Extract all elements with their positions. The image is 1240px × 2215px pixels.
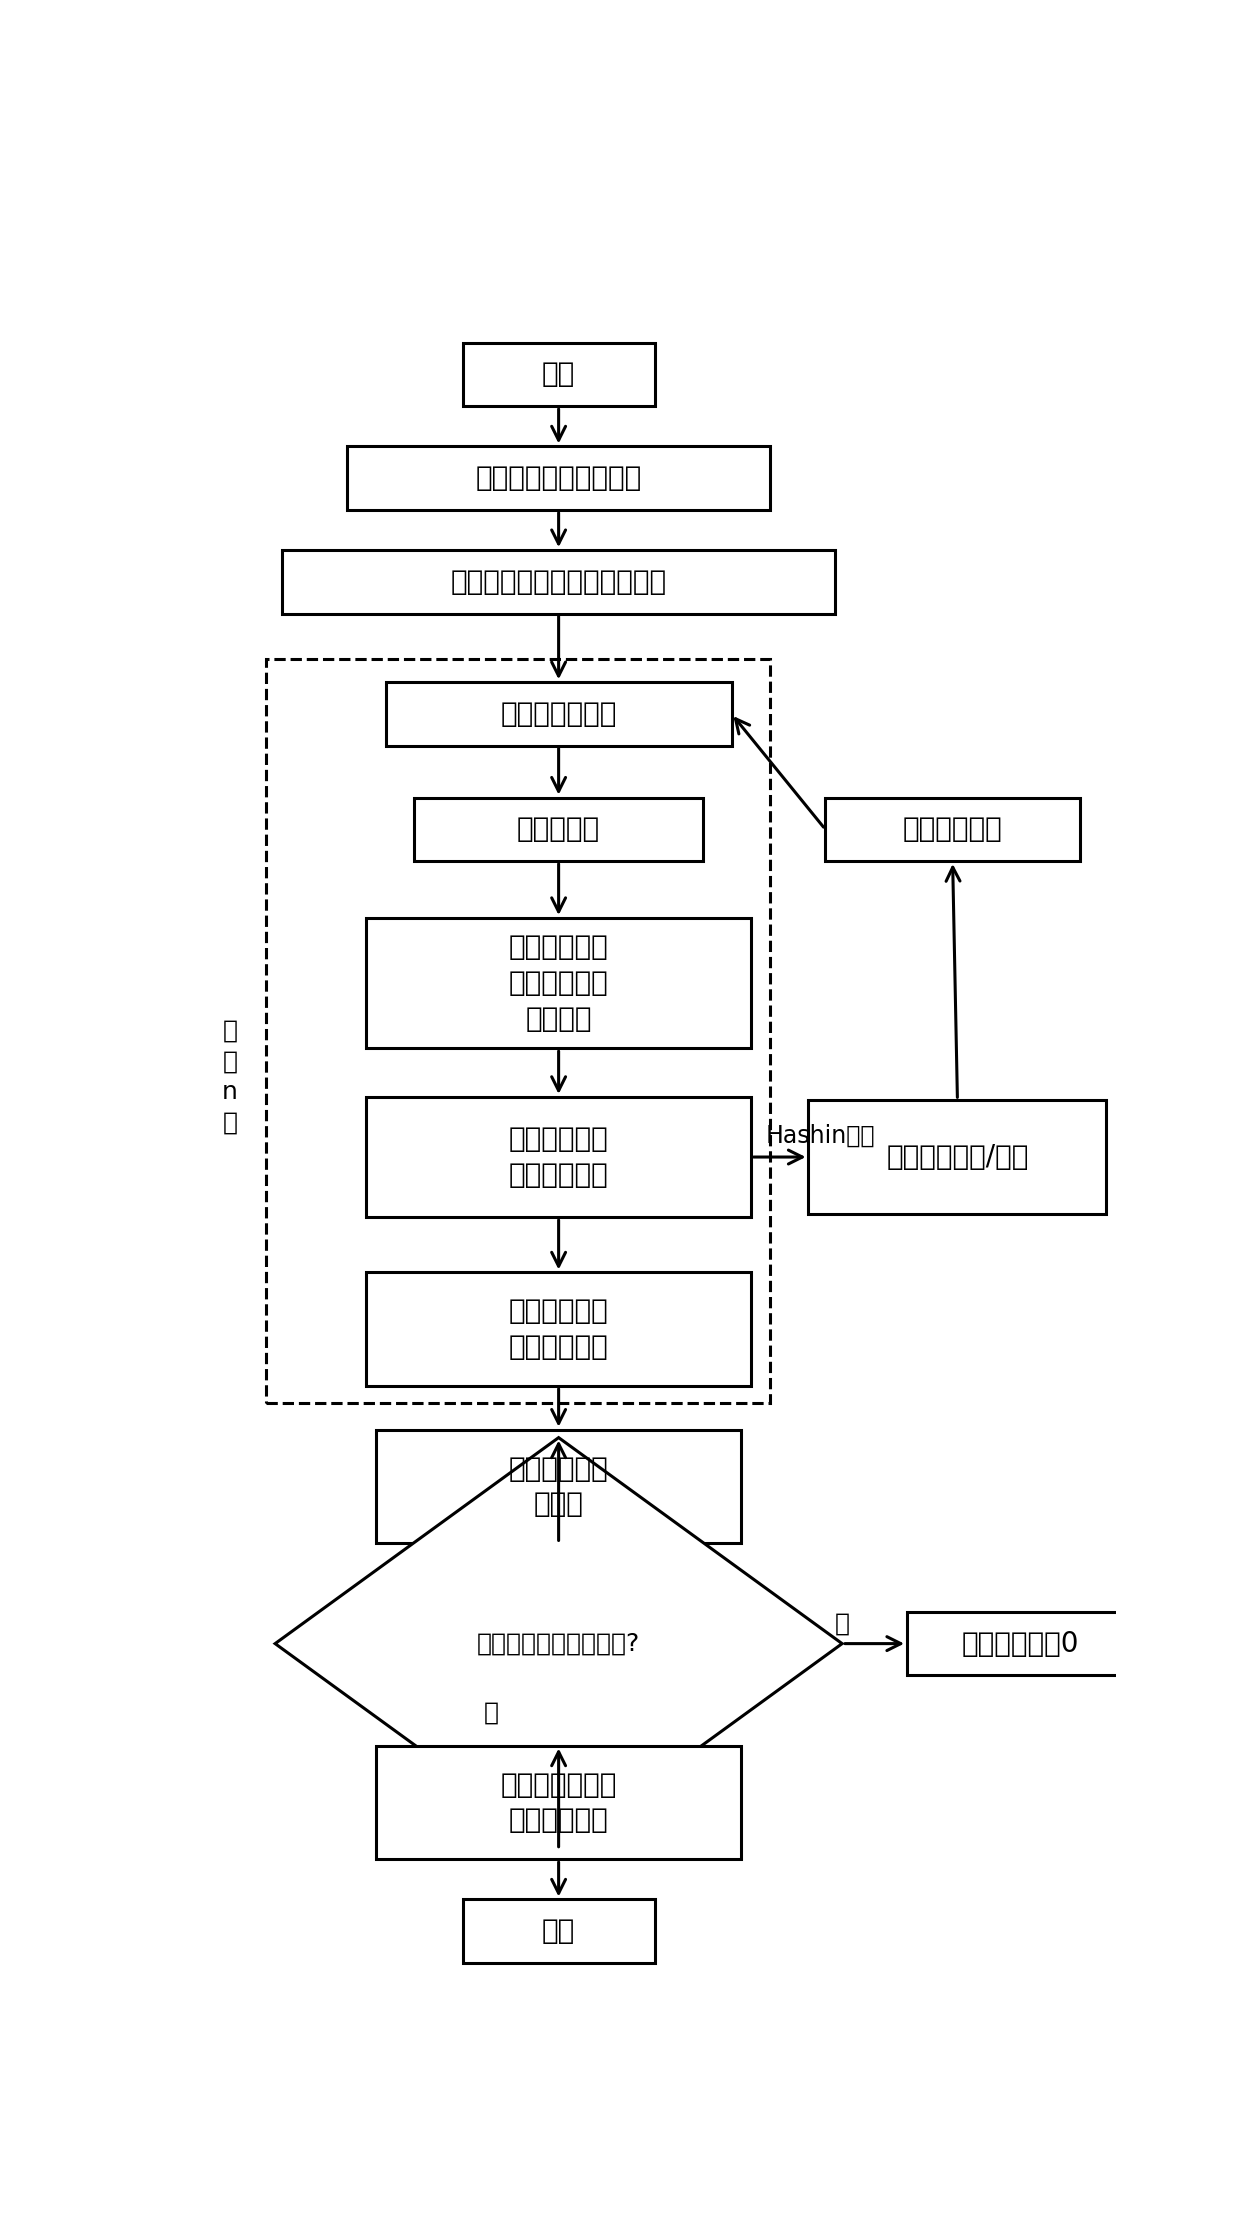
Bar — [808, 1101, 1106, 1214]
Bar — [463, 343, 655, 405]
Bar — [283, 549, 835, 614]
Bar — [376, 1429, 742, 1544]
Text: 系统可靠度为上
一步计算结果: 系统可靠度为上 一步计算结果 — [501, 1770, 616, 1834]
Text: 材料属性退化: 材料属性退化 — [903, 815, 1002, 844]
Text: 是: 是 — [484, 1701, 498, 1723]
Bar — [367, 1271, 750, 1387]
Bar — [826, 797, 1080, 862]
Bar — [906, 1613, 1133, 1675]
Text: 材料属性突降/渐降: 材料属性突降/渐降 — [887, 1143, 1029, 1172]
Text: 加筋板模型及网格划分: 加筋板模型及网格划分 — [475, 465, 642, 492]
Bar — [376, 1745, 742, 1858]
Text: 提取每单元每
层应力，计算
失效概率: 提取每单元每 层应力，计算 失效概率 — [508, 933, 609, 1032]
Text: 计算结构系统
可靠性: 计算结构系统 可靠性 — [508, 1455, 609, 1517]
Text: 系统可靠度为0: 系统可靠度为0 — [961, 1630, 1079, 1657]
Text: 创建铺层及材料: 创建铺层及材料 — [501, 700, 616, 729]
Bar — [367, 917, 750, 1048]
Text: 有限元计算: 有限元计算 — [517, 815, 600, 844]
Text: 否: 否 — [835, 1613, 849, 1635]
Text: 开始: 开始 — [542, 361, 575, 388]
Text: 假设最大失效
概率层先破坏: 假设最大失效 概率层先破坏 — [508, 1125, 609, 1189]
Text: 循
环
n
次: 循 环 n 次 — [222, 1019, 238, 1134]
Polygon shape — [275, 1438, 842, 1850]
Text: 满足剩余强度指标要求?: 满足剩余强度指标要求? — [477, 1632, 640, 1655]
Text: 结束: 结束 — [542, 1918, 575, 1945]
Bar — [367, 1096, 750, 1218]
Bar — [386, 682, 732, 746]
Bar — [463, 1900, 655, 1962]
Bar — [414, 797, 703, 862]
Text: 固定端约束及循环载荷谱施加: 固定端约束及循环载荷谱施加 — [450, 567, 667, 596]
Text: Hashin准则: Hashin准则 — [765, 1123, 874, 1147]
Bar — [347, 447, 770, 509]
Text: 确定失效路径
判断失效类型: 确定失效路径 判断失效类型 — [508, 1298, 609, 1360]
Bar — [265, 658, 770, 1402]
